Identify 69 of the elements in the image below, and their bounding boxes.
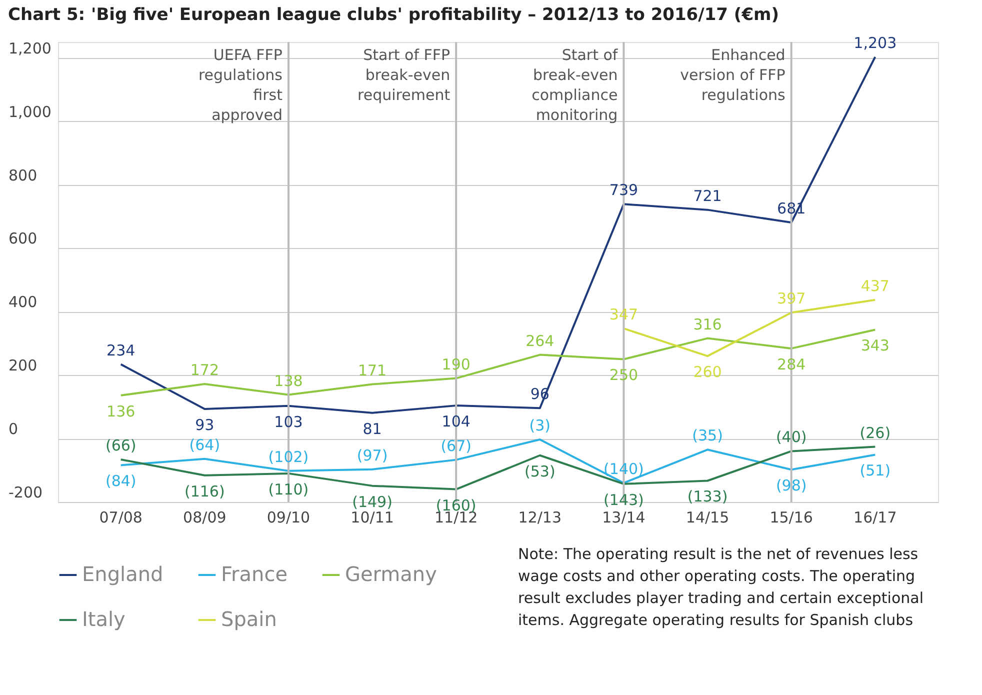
y-tick-label: 1,000 (8, 102, 52, 121)
y-tick-label: 1,200 (8, 39, 52, 58)
data-label: (97) (356, 446, 388, 464)
ref-line-label: Enhanced version of FFP regulations (680, 46, 786, 104)
data-label: (110) (268, 480, 309, 498)
data-label: (149) (352, 492, 392, 511)
legend-label: Italy (82, 607, 126, 631)
y-tick-label: 800 (8, 166, 38, 184)
data-label: (143) (604, 490, 644, 509)
data-label: 172 (190, 360, 219, 379)
data-label: 93 (195, 416, 214, 434)
data-label: 190 (442, 355, 470, 374)
legend-label: France (221, 562, 288, 586)
data-label: (140) (604, 460, 644, 478)
x-tick-label: 15/16 (770, 508, 813, 526)
data-label: (51) (860, 462, 891, 480)
data-label: 739 (609, 181, 638, 200)
x-tick-label: 08/09 (183, 508, 226, 526)
data-label: 81 (362, 420, 382, 438)
data-label: (67) (440, 436, 472, 455)
legend-label: Spain (221, 607, 277, 631)
data-label: 284 (777, 355, 806, 374)
y-tick-label: 200 (8, 356, 38, 375)
data-label: 250 (609, 366, 638, 384)
data-label: (26) (860, 424, 891, 442)
legend-label: England (82, 562, 164, 586)
data-label: (3) (529, 416, 551, 435)
data-label: (40) (776, 428, 807, 446)
data-label: 397 (777, 290, 806, 308)
chart-title: Chart 5: 'Big five' European league clubs' profitability – 2012/13 to 2016/17 (€m) (8, 4, 780, 25)
legend-label: Germany (345, 562, 438, 586)
y-tick-label: 400 (8, 293, 38, 312)
ref-line-label: UEFA FFP regulations first approved (198, 46, 283, 124)
x-tick-label: 16/17 (854, 508, 897, 526)
data-label: 264 (526, 332, 554, 350)
data-label: 347 (609, 305, 638, 324)
data-label: 721 (693, 186, 722, 205)
text: Note: The operating result is the net of revenues less wage costs and other operating costs. The operating result excludes player trading and certain exceptional items. Aggregate operating results for Spanish clubs (518, 545, 924, 629)
ref-line-label: Start of break-even compliance monitoring (532, 46, 618, 124)
data-label: 138 (274, 372, 303, 390)
data-label: (35) (692, 426, 723, 445)
y-tick-label: 0 (8, 420, 18, 438)
y-tick-label: -200 (8, 484, 43, 502)
x-tick-label: 13/14 (602, 508, 646, 526)
x-tick-label: 09/10 (266, 508, 310, 526)
data-label: (84) (105, 472, 136, 490)
data-label: (116) (184, 482, 225, 500)
x-tick-label: 10/11 (350, 508, 394, 526)
data-label: (66) (105, 436, 136, 454)
data-label: 316 (693, 315, 722, 334)
data-label: 234 (106, 341, 136, 360)
x-tick-label: 12/13 (518, 508, 562, 526)
data-label: (102) (268, 448, 309, 466)
data-label: 1,203 (854, 34, 897, 52)
data-label: (98) (776, 476, 807, 495)
x-tick-label: 14/15 (686, 508, 730, 526)
data-label: 103 (274, 412, 303, 431)
ref-line-label: Start of FFP break-even requirement (358, 46, 450, 104)
data-label: 104 (442, 412, 470, 431)
x-tick-label: 07/08 (99, 508, 142, 526)
data-label: 171 (358, 361, 387, 380)
data-label: 343 (860, 336, 890, 355)
data-label: (133) (687, 488, 728, 506)
data-label: 437 (860, 276, 890, 295)
data-label: 260 (693, 363, 722, 382)
data-label: 136 (106, 402, 136, 420)
data-label: (64) (189, 436, 220, 454)
y-tick-label: 600 (8, 230, 38, 248)
data-label: (53) (524, 462, 556, 480)
